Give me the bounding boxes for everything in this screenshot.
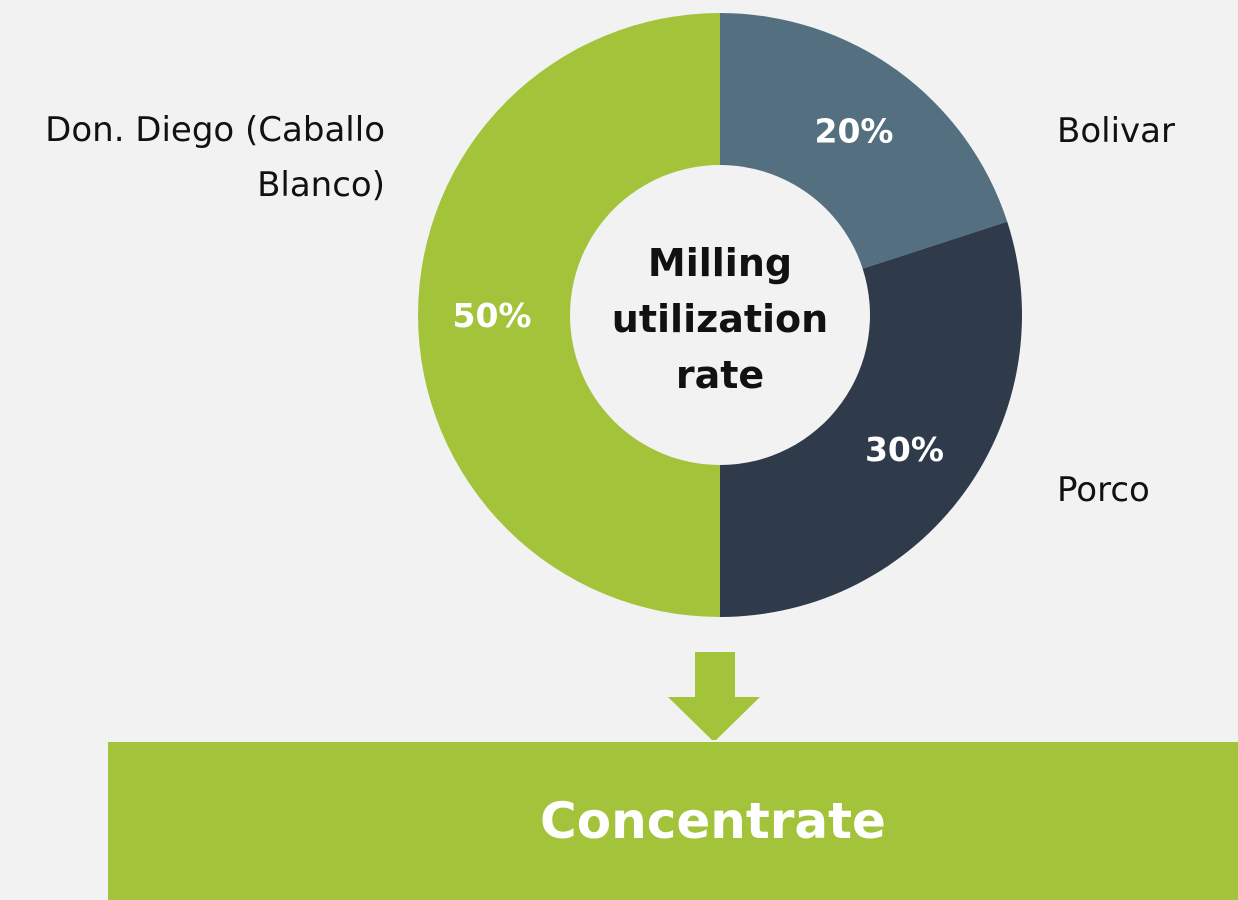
donut-slice bbox=[720, 221, 1022, 617]
annotation: Concentrate bbox=[540, 792, 886, 850]
value-label: 30% bbox=[865, 430, 944, 469]
category-label: Bolivar bbox=[1057, 111, 1175, 151]
category-label: Porco bbox=[1057, 470, 1150, 510]
result-box: Concentrate bbox=[108, 742, 1238, 900]
category-label: Don. Diego (Caballo Blanco) bbox=[45, 110, 385, 205]
donut-slice bbox=[418, 13, 720, 617]
donut-slice bbox=[720, 13, 1008, 269]
arrow bbox=[668, 652, 760, 740]
chart: 20% 30% 50% bbox=[418, 13, 1022, 740]
value-label: 50% bbox=[453, 296, 532, 335]
center-label: Milling utilization rate bbox=[611, 241, 829, 397]
value-label: 20% bbox=[815, 112, 894, 151]
